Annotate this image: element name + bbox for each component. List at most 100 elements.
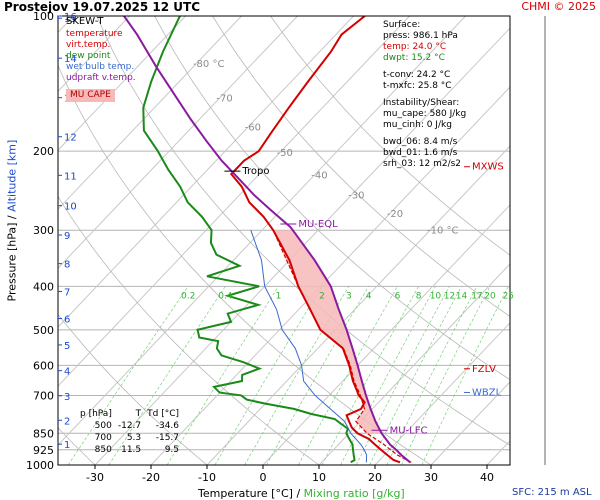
mixing-ratio-line [386, 286, 478, 465]
altitude-tick-label: 2 [64, 416, 70, 427]
legend-item-wet-bulb: wet bulb temp. [66, 62, 135, 72]
isotherm-label: -10 °C [427, 225, 459, 236]
isotherm-line [430, 381, 510, 465]
isotherm-line [58, 16, 242, 210]
levels-table: p [hPa] T Td [°C] 500 -12.7 -34.6 700 5.… [78, 408, 183, 456]
isotherm-line [94, 27, 510, 465]
dry-adiabat [212, 16, 510, 317]
surface-panel: Surface: press: 986.1 hPa temp: 24.0 °C … [383, 20, 466, 170]
dry-adiabat [58, 427, 96, 465]
y-axis-title-pressure: Pressure [hPa] [5, 222, 19, 302]
annotation-label: Tropo [241, 166, 269, 177]
altitude-tick-label: 3 [64, 392, 70, 403]
instability-title: Instability/Shear: [383, 98, 460, 108]
plot-frame [57, 15, 511, 466]
x-tick-label: -20 [142, 471, 160, 484]
mixing-ratio-label: 8 [416, 291, 422, 301]
isotherm-line [374, 322, 510, 465]
altitude-tick-label: 15 [64, 14, 77, 25]
mixing-ratio-label: 2 [319, 291, 325, 301]
legend-title: SKEW-T [66, 16, 104, 27]
pressure-tick-label: 700 [33, 389, 54, 402]
dry-adiabat [58, 64, 432, 465]
surface-temp: temp: 24.0 °C [383, 42, 447, 52]
credit-label: CHMI © 2025 [521, 0, 596, 13]
altitude-tick-label: 6 [64, 315, 70, 326]
altitude-tick-label: 10 [64, 202, 77, 213]
pressure-tick-label: 850 [33, 427, 54, 440]
annotation-label: FZLV [472, 364, 496, 375]
mixing-ratio-label: 3 [346, 291, 352, 301]
mixing-ratio-line [421, 286, 509, 465]
chart-grid [58, 16, 510, 465]
isotherm-label: -20 [387, 209, 403, 220]
sfc-elevation-label: SFC: 215 m ASL [512, 487, 592, 498]
isotherm-label: -80 °C [193, 59, 225, 70]
chart-annotations: -80 °C-70-60-50-40-30-20-10 °C0.2 0.4 1 2 3 4… [181, 59, 514, 436]
table-cell: 500 [94, 421, 112, 431]
x-axis-title-mix: Mixing ratio [g/kg] [303, 487, 405, 500]
isotherm-label: -30 [348, 191, 364, 202]
table-row: 500 -12.7 -34.6 [78, 420, 183, 432]
altitude-tick-label: 8 [64, 260, 70, 271]
isotherm-line [58, 16, 298, 269]
pressure-tick-label: 500 [33, 324, 54, 337]
series-line-udpraft-v-temp- [123, 16, 411, 464]
table-cell: 11.5 [121, 445, 142, 455]
altitude-tick-label: 5 [64, 341, 70, 352]
altitude-tick-label: 7 [64, 287, 70, 298]
pressure-tick-label: 200 [33, 145, 54, 158]
isotherm-line [58, 16, 466, 446]
table-row: 700 5.3 -15.7 [78, 432, 183, 444]
mixing-ratio-label: 0.4 [218, 291, 233, 301]
mixing-ratio-line [214, 286, 323, 465]
altitude-tick-label: 1 [64, 440, 70, 451]
mixing-ratio-label: 25 [503, 291, 514, 301]
mixing-ratio-label: 4 [366, 291, 372, 301]
mucape-badge: MU CAPE [66, 89, 115, 102]
x-tick-label: 0 [260, 471, 267, 484]
dry-adiabat [154, 16, 510, 381]
pressure-tick-label: 300 [33, 224, 54, 237]
mixing-ratio-label: 1 [276, 291, 282, 301]
pressure-tick-label: 600 [33, 359, 54, 372]
instability-mucape: mu_cape: 580 J/kg [383, 109, 467, 119]
isotherm-line [150, 86, 510, 465]
cape-area [273, 230, 382, 434]
surface-tmxfc: t-mxfc: 25.8 °C [383, 81, 452, 91]
x-axis-title-temp: Temperature [°C] [198, 487, 293, 500]
annotation-label: MU-EQL [298, 219, 338, 230]
mixing-ratio-label: 10 [430, 291, 442, 301]
table-cell: 700 [94, 433, 112, 443]
altitude-tick-label: 9 [64, 231, 70, 242]
instability-mucinh: mu_cinh: 0 J/kg [383, 120, 452, 130]
mixing-ratio-line [67, 286, 189, 465]
surface-tconv: t-conv: 24.2 °C [383, 70, 451, 80]
mixing-ratio-label: 14 [456, 291, 468, 301]
table-row: 850 11.5 9.5 [78, 444, 183, 456]
isotherm-label: -70 [216, 93, 232, 104]
table-cell: 5.3 [126, 433, 142, 443]
table-cell: -34.6 [155, 421, 180, 431]
legend-item-temperature: temperature [66, 29, 123, 39]
x-tick-label: 10 [312, 471, 326, 484]
series-line-virt-temp- [272, 229, 412, 463]
legend-item-dew-point: dew point [66, 51, 111, 61]
chart-legend: SKEW-T temperature virt.temp. dew point … [66, 16, 136, 102]
annotation-label: MU-LFC [390, 425, 428, 436]
series-line-dew-point [142, 16, 356, 464]
dry-adiabat [58, 195, 320, 465]
mixing-ratio-line [401, 286, 491, 465]
x-tick-label: -30 [86, 471, 104, 484]
annotation-label: WBZL [472, 387, 502, 398]
series-line-wet-bulb-temp- [250, 230, 368, 463]
pressure-tick-label: 100 [33, 10, 54, 23]
y-axis-title: Pressure [hPa] / Altitude [km] [5, 140, 19, 302]
chart-title: Prostejov 19.07.2025 12 UTC [4, 0, 201, 14]
surface-press: press: 986.1 hPa [383, 31, 458, 41]
isotherm-line [262, 204, 510, 465]
pressure-tick-label: 925 [33, 444, 54, 457]
mixing-ratio-label: 20 [484, 291, 496, 301]
legend-item-updraft: udpraft v.temp. [66, 73, 136, 83]
